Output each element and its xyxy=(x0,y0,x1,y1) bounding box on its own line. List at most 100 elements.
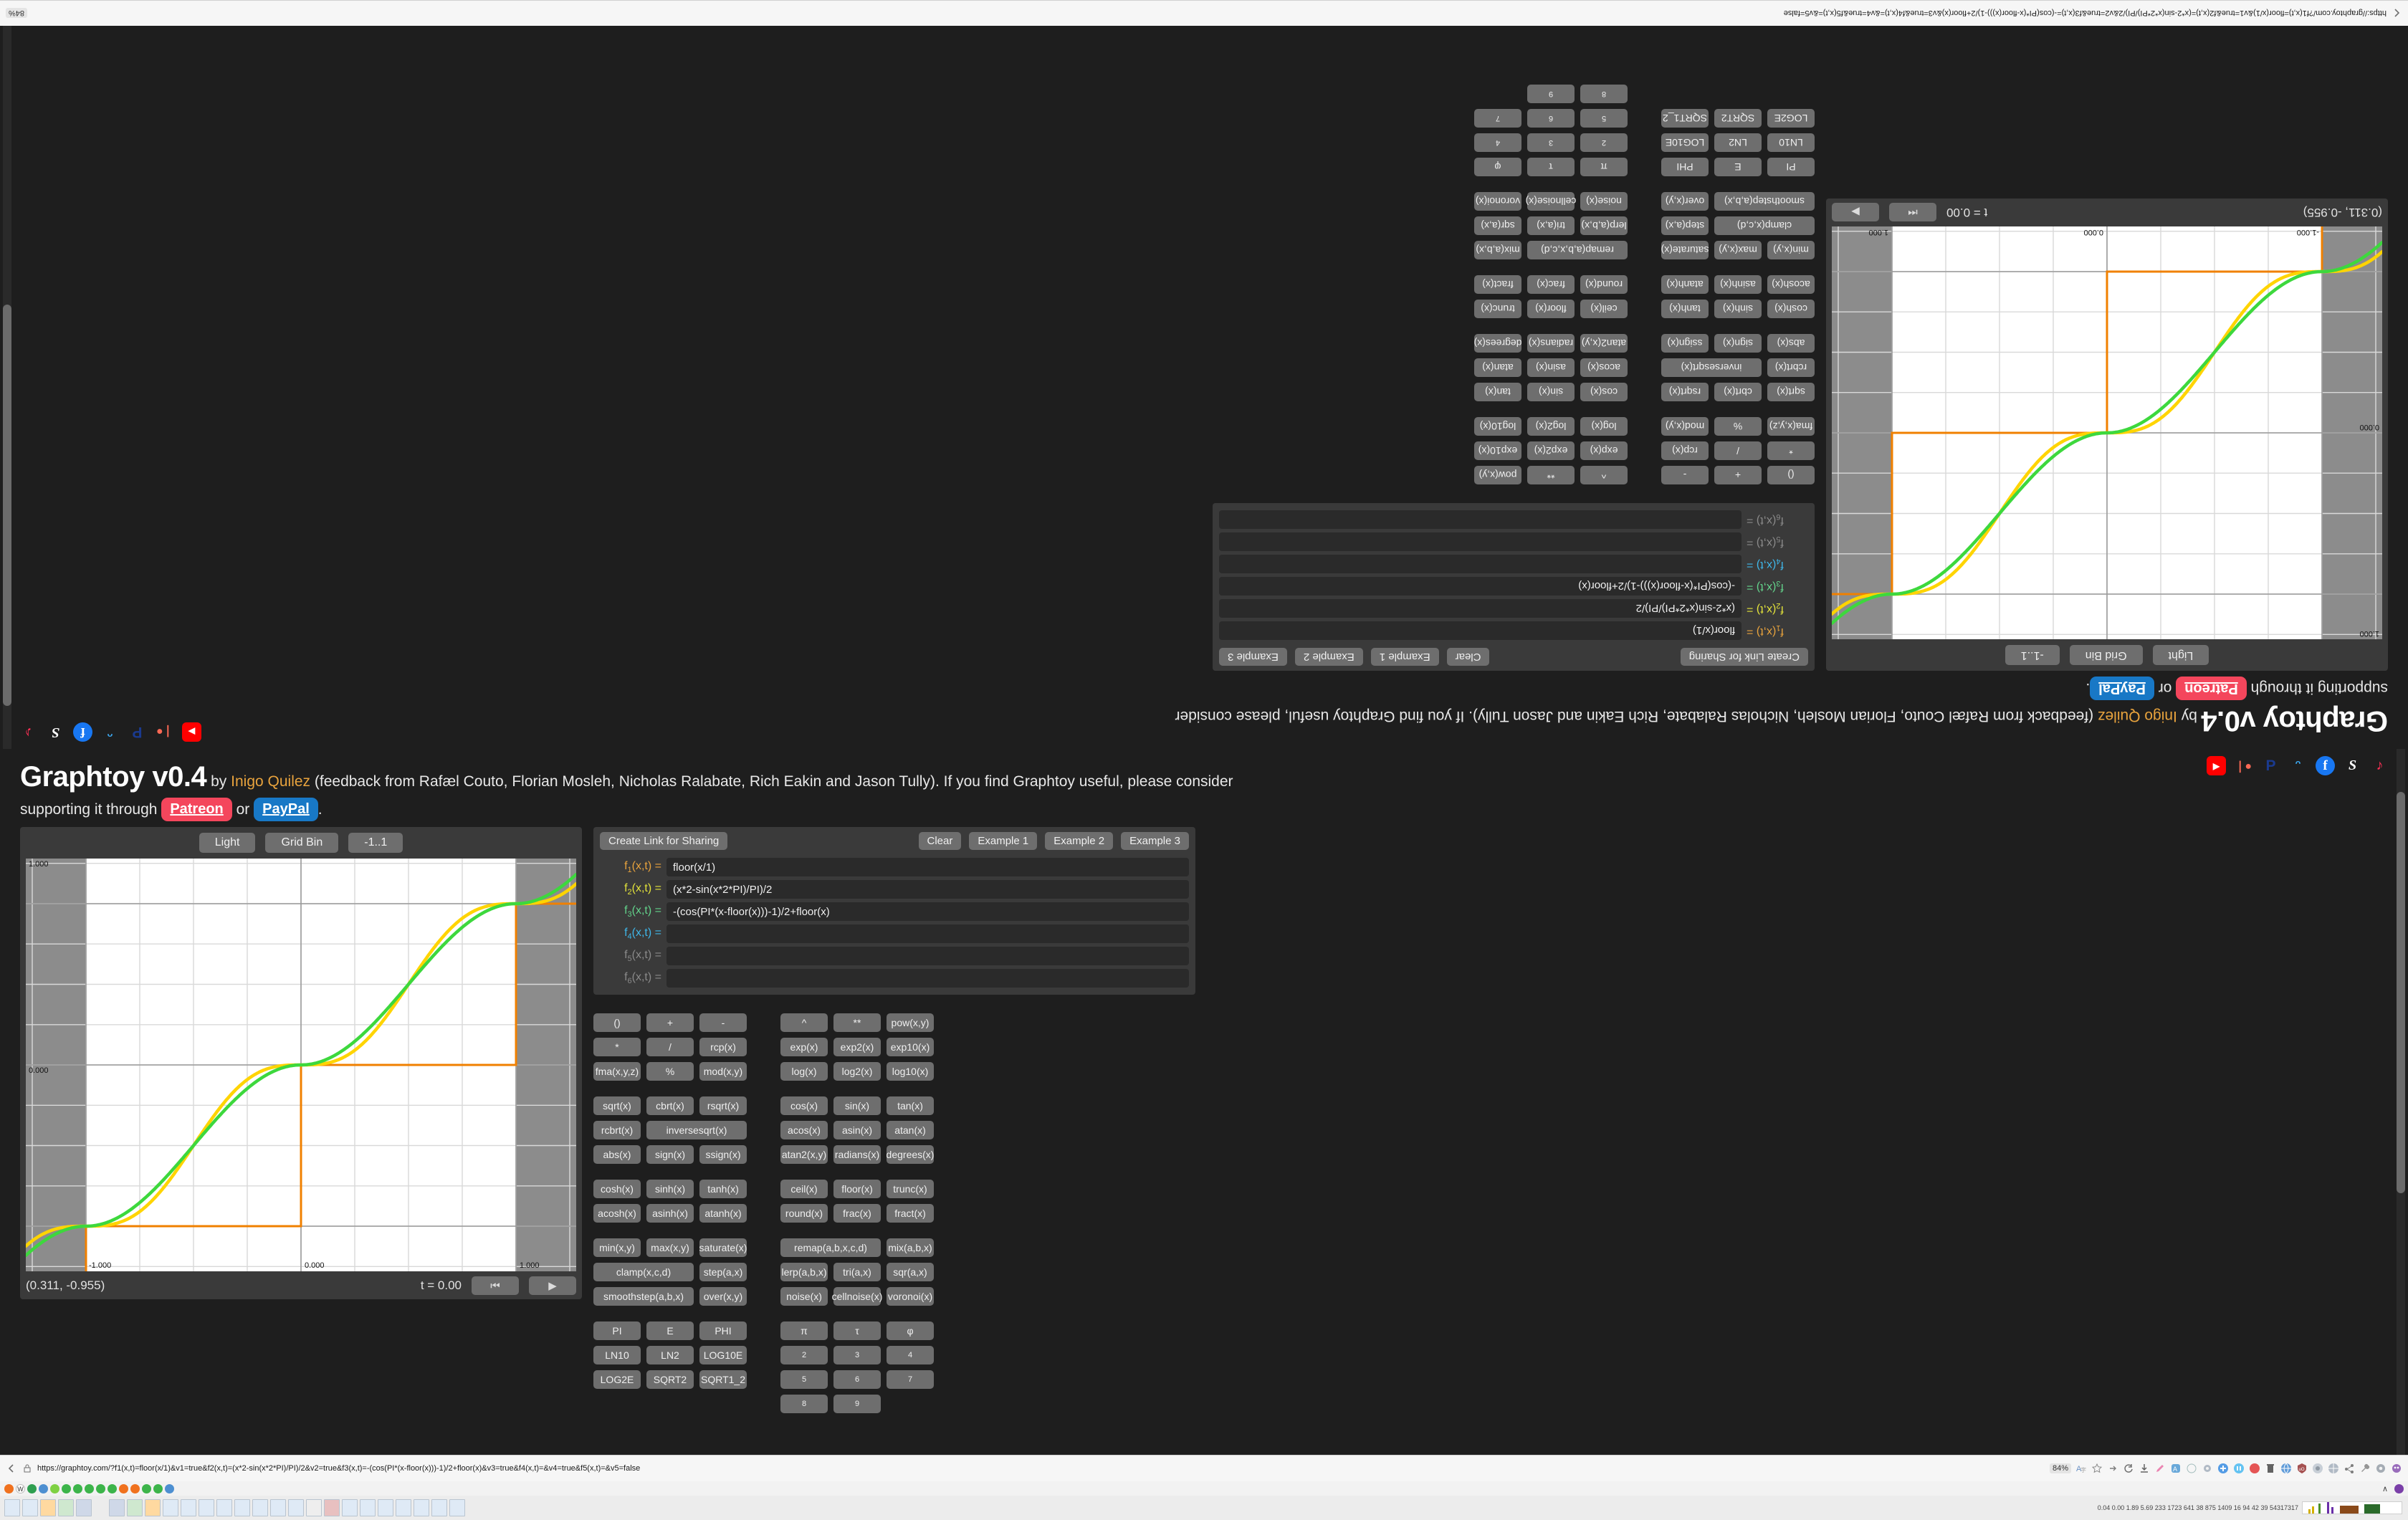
youtube-icon[interactable]: ▶ xyxy=(2207,756,2226,775)
keypad-button[interactable]: mod(x,y) xyxy=(1661,417,1709,436)
keypad-button[interactable]: acosh(x) xyxy=(593,1204,641,1223)
keypad-button[interactable]: sin(x) xyxy=(1527,383,1575,401)
keypad-button[interactable]: exp(x) xyxy=(1580,441,1628,460)
formula-input-f4[interactable] xyxy=(1219,555,1742,573)
wrench-icon[interactable] xyxy=(2359,1463,2371,1474)
keypad-button[interactable]: lerp(a,b,x) xyxy=(1580,216,1628,235)
keypad-button[interactable]: 5 xyxy=(1580,109,1628,128)
bookmarks-overflow-chevron[interactable]: ∧ xyxy=(2382,1484,2388,1493)
create-link-button[interactable]: Create Link for Sharing xyxy=(600,832,727,850)
taskbar-item[interactable] xyxy=(22,1499,38,1516)
keypad-button[interactable]: tri(a,x) xyxy=(1527,216,1575,235)
bookmark-star-icon[interactable] xyxy=(2091,1463,2103,1474)
keypad-button[interactable]: rsqrt(x) xyxy=(699,1096,747,1115)
keypad-button[interactable]: 6 xyxy=(833,1370,881,1389)
keypad-button[interactable]: 9 xyxy=(833,1395,881,1413)
keypad-button[interactable]: cos(x) xyxy=(1580,383,1628,401)
keypad-button[interactable]: ^ xyxy=(1580,466,1628,484)
keypad-button[interactable]: 8 xyxy=(780,1395,828,1413)
bookmark-icon-1[interactable] xyxy=(4,1484,14,1493)
share-icon[interactable] xyxy=(2344,1463,2355,1474)
keypad-button[interactable]: sinh(x) xyxy=(1714,300,1762,318)
formula-input-f6[interactable] xyxy=(1219,510,1742,529)
keypad-button[interactable]: trunc(x) xyxy=(887,1180,934,1198)
keypad-button[interactable]: saturate(x) xyxy=(699,1238,747,1257)
keypad-button[interactable]: - xyxy=(1661,466,1709,484)
graph-canvas[interactable] xyxy=(1832,226,2382,639)
taskbar-item[interactable] xyxy=(199,1499,214,1516)
keypad-button[interactable]: rcp(x) xyxy=(699,1038,747,1056)
keypad-button[interactable]: rcbrt(x) xyxy=(1767,358,1815,377)
keypad-button[interactable]: 9 xyxy=(1527,85,1575,103)
keypad-button[interactable]: LN10 xyxy=(593,1346,641,1364)
keypad-button[interactable]: mix(a,b,x) xyxy=(1474,241,1521,259)
formula-input-f2[interactable] xyxy=(666,880,1189,899)
add-icon[interactable] xyxy=(2217,1463,2229,1474)
keypad-button[interactable]: sinh(x) xyxy=(646,1180,694,1198)
keypad-button[interactable]: ssign(x) xyxy=(1661,334,1709,353)
keypad-button[interactable]: cellnoise(x) xyxy=(1527,192,1575,211)
bookmark-icon-w[interactable]: W xyxy=(16,1484,25,1493)
keypad-button[interactable]: E xyxy=(1714,158,1762,176)
keypad-button[interactable]: asinh(x) xyxy=(646,1204,694,1223)
clear-button[interactable]: Clear xyxy=(919,832,962,850)
taskbar-item[interactable] xyxy=(163,1499,178,1516)
keypad-button[interactable]: exp2(x) xyxy=(1527,441,1575,460)
keypad-button[interactable]: 4 xyxy=(1474,133,1521,152)
patreon-icon[interactable]: ❘● xyxy=(2234,756,2253,775)
keypad-button[interactable]: floor(x) xyxy=(833,1180,881,1198)
keypad-button[interactable]: tan(x) xyxy=(887,1096,934,1115)
keypad-button[interactable]: cosh(x) xyxy=(1767,300,1815,318)
keypad-button[interactable]: 4 xyxy=(887,1346,934,1364)
bookmark-icon-g6[interactable] xyxy=(142,1484,151,1493)
bookmark-icon-g5[interactable] xyxy=(108,1484,117,1493)
facebook-icon[interactable]: f xyxy=(2316,756,2335,775)
bookmark-icon-3[interactable] xyxy=(27,1484,37,1493)
keypad-button[interactable]: sqr(a,x) xyxy=(1474,216,1521,235)
keypad-button[interactable]: sqrt(x) xyxy=(1767,383,1815,401)
shadertoy-icon[interactable]: S xyxy=(46,722,65,742)
formula-input-f4[interactable] xyxy=(666,924,1189,943)
keypad-button[interactable]: over(x,y) xyxy=(699,1287,747,1306)
keypad-button[interactable]: log10(x) xyxy=(887,1062,934,1081)
twitter-icon[interactable]: ᵔ xyxy=(2288,756,2308,775)
keypad-button[interactable]: () xyxy=(593,1013,641,1032)
twitter-icon[interactable]: ᵔ xyxy=(100,722,120,742)
keypad-button[interactable]: rcp(x) xyxy=(1661,441,1709,460)
taskbar-item[interactable] xyxy=(252,1499,268,1516)
keypad-button[interactable]: PHI xyxy=(699,1321,747,1340)
keypad-button[interactable]: mod(x,y) xyxy=(699,1062,747,1081)
keypad-button[interactable]: log(x) xyxy=(1580,417,1628,436)
keypad-button[interactable]: trunc(x) xyxy=(1474,300,1521,318)
keypad-button[interactable]: round(x) xyxy=(780,1204,828,1223)
zoom-level-chip[interactable]: 84% xyxy=(2050,1463,2071,1473)
paypal-icon[interactable]: P xyxy=(2261,756,2280,775)
globe-icon[interactable] xyxy=(2280,1463,2292,1474)
keypad-button[interactable]: degrees(x) xyxy=(1474,334,1521,353)
keypad-button[interactable]: atan(x) xyxy=(1474,358,1521,377)
keypad-button[interactable]: / xyxy=(1714,441,1762,460)
taskbar-item[interactable] xyxy=(342,1499,358,1516)
author-link[interactable]: Inigo Quilez xyxy=(231,773,310,790)
keypad-button[interactable]: % xyxy=(646,1062,694,1081)
keypad-button[interactable]: atanh(x) xyxy=(1661,275,1709,294)
keypad-button[interactable]: exp10(x) xyxy=(1474,441,1521,460)
keypad-button[interactable]: floor(x) xyxy=(1527,300,1575,318)
keypad-button[interactable]: fract(x) xyxy=(887,1204,934,1223)
range-button[interactable]: -1..1 xyxy=(2005,645,2060,665)
zoom-level-chip-rotated[interactable]: 84% xyxy=(6,8,27,18)
taskbar-item[interactable] xyxy=(181,1499,196,1516)
patreon-button[interactable]: Patreon xyxy=(161,798,231,821)
browser-url-bar-rotated[interactable]: https://graphtoy.com/?f1(x,t)=floor(x/1)… xyxy=(0,0,2408,26)
network-icon[interactable] xyxy=(2328,1463,2339,1474)
keypad-button[interactable]: noise(x) xyxy=(1580,192,1628,211)
bookmark-icon-g4[interactable] xyxy=(96,1484,105,1493)
keypad-button[interactable]: abs(x) xyxy=(1767,334,1815,353)
taskbar-item[interactable] xyxy=(4,1499,20,1516)
url-text[interactable]: https://graphtoy.com/?f1(x,t)=floor(x/1)… xyxy=(37,1464,2045,1473)
keypad-button[interactable]: cos(x) xyxy=(780,1096,828,1115)
keypad-button[interactable]: LN2 xyxy=(646,1346,694,1364)
example-3-button[interactable]: Example 3 xyxy=(1121,832,1189,850)
keypad-button[interactable]: / xyxy=(646,1038,694,1056)
back-icon-rotated[interactable] xyxy=(2391,7,2402,19)
